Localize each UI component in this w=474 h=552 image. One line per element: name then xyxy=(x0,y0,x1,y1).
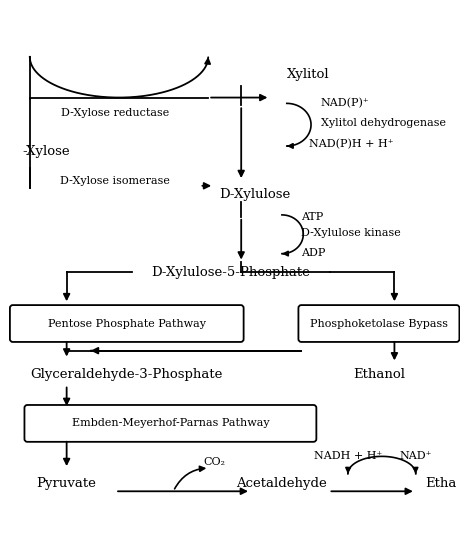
Text: Pyruvate: Pyruvate xyxy=(36,477,97,490)
Text: Embden-Meyerhof-Parnas Pathway: Embden-Meyerhof-Parnas Pathway xyxy=(72,418,269,428)
Text: -Xylose: -Xylose xyxy=(22,145,70,158)
Text: Glyceraldehyde-3-Phosphate: Glyceraldehyde-3-Phosphate xyxy=(30,368,222,381)
Text: Phosphoketolase Bypass: Phosphoketolase Bypass xyxy=(310,319,448,328)
Text: ATP: ATP xyxy=(301,212,324,222)
Text: NAD⁺: NAD⁺ xyxy=(400,452,432,461)
Text: D-Xylulose: D-Xylulose xyxy=(219,188,290,201)
Text: Etha: Etha xyxy=(426,477,457,490)
Text: D-Xylulose-5-Phosphate: D-Xylulose-5-Phosphate xyxy=(151,266,310,279)
Text: Xylitol dehydrogenase: Xylitol dehydrogenase xyxy=(321,118,446,128)
Text: Pentose Phosphate Pathway: Pentose Phosphate Pathway xyxy=(48,319,206,328)
Text: ADP: ADP xyxy=(301,248,326,258)
Text: CO₂: CO₂ xyxy=(203,457,225,467)
FancyBboxPatch shape xyxy=(10,305,244,342)
Text: Xylitol: Xylitol xyxy=(287,68,329,81)
Text: D-Xylose reductase: D-Xylose reductase xyxy=(61,108,169,118)
FancyBboxPatch shape xyxy=(299,305,459,342)
Text: NADH + H⁺: NADH + H⁺ xyxy=(314,452,382,461)
Text: Acetaldehyde: Acetaldehyde xyxy=(237,477,328,490)
Text: D-Xylose isomerase: D-Xylose isomerase xyxy=(60,176,170,186)
Text: NAD(P)H + H⁺: NAD(P)H + H⁺ xyxy=(309,139,393,149)
Text: D-Xylulose kinase: D-Xylulose kinase xyxy=(301,229,401,238)
FancyBboxPatch shape xyxy=(25,405,316,442)
Text: NAD(P)⁺: NAD(P)⁺ xyxy=(321,98,369,109)
Text: Ethanol: Ethanol xyxy=(353,368,405,381)
